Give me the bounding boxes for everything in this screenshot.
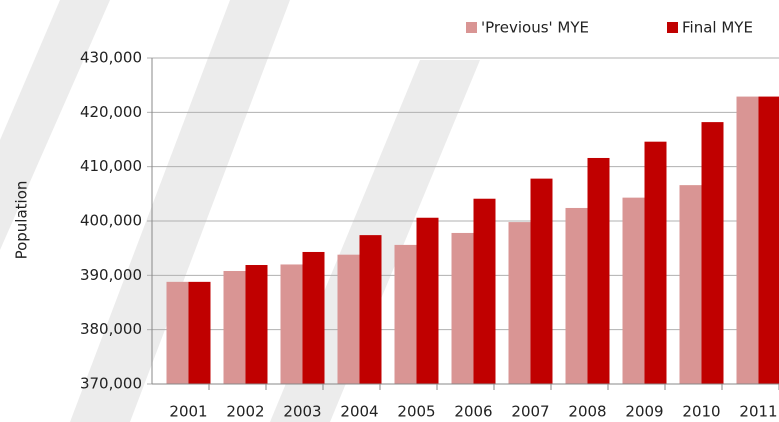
bar [302,251,325,384]
bar [223,270,246,384]
bar [188,281,211,384]
bar [508,222,531,384]
bar [473,198,496,384]
legend-swatch [667,22,678,33]
y-tick-label: 380,000 [80,320,142,338]
bar [622,197,645,384]
bar [701,122,724,384]
bar [451,232,474,384]
y-tick-label: 370,000 [80,375,142,393]
bar [416,217,439,384]
y-tick-label: 410,000 [80,157,142,175]
legend-label: Final MYE [682,19,753,37]
x-tick-label: 2004 [340,403,378,421]
bar [280,264,303,384]
bar [758,96,779,385]
bar [736,96,759,385]
bar [359,235,382,384]
y-tick-label: 430,000 [80,49,142,67]
bar [587,157,610,384]
bar [644,141,667,384]
x-tick-label: 2011 [739,403,777,421]
bar [245,265,268,384]
legend-label: 'Previous' MYE [481,19,589,37]
x-tick-label: 2010 [682,403,720,421]
x-tick-label: 2007 [511,403,549,421]
legend-swatch [466,22,477,33]
bar [394,244,417,384]
watermark-stroke [70,0,290,422]
y-tick-label: 390,000 [80,266,142,284]
x-tick-label: 2002 [226,403,264,421]
bar [565,207,588,384]
y-tick-label: 400,000 [80,212,142,230]
bar [530,178,553,384]
x-tick-label: 2003 [283,403,321,421]
x-tick-label: 2005 [397,403,435,421]
y-axis-label: Population [13,181,31,260]
bar [679,185,702,384]
watermark-stroke [0,0,110,250]
x-tick-label: 2008 [568,403,606,421]
bar [166,281,189,384]
x-tick-label: 2009 [625,403,663,421]
y-tick-label: 420,000 [80,103,142,121]
bar [337,254,360,384]
x-tick-label: 2001 [169,403,207,421]
x-tick-label: 2006 [454,403,492,421]
